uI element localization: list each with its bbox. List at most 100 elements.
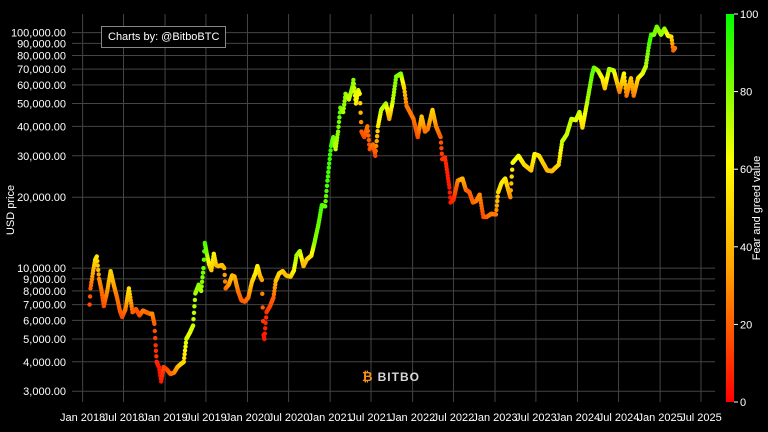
colorbar-ticks: 0 20 40 60 80 100 [734,9,758,409]
price-point [263,315,269,320]
price-point [271,292,277,297]
colorbar-tick-label: 0 [740,397,746,409]
price-point [96,267,101,273]
price-point [192,304,197,309]
price-point [182,355,187,361]
price-point [342,102,347,107]
x-tick-label: Jan 2020 [225,412,270,424]
x-tick-label: Jan 2021 [308,412,353,424]
price-point [508,195,513,200]
price-point [365,128,371,134]
y-axis-title: USD price [5,185,17,235]
price-point [438,140,444,145]
y-tick-label: 50,000.00 [17,99,66,111]
price-point [351,77,356,83]
price-point [366,133,371,138]
price-point [402,89,407,95]
price-point [182,352,187,357]
price-point [336,124,341,129]
price-point [323,199,328,204]
price-point [622,78,627,84]
y-tick-label: 4,000.00 [23,357,66,369]
price-point [192,297,198,303]
price-point [403,96,408,101]
x-tick-label: Jan 2022 [390,412,435,424]
price-point [341,109,346,115]
x-tick-label: Jul 2019 [185,412,227,424]
price-point [153,335,158,341]
x-tick-label: Jul 2020 [268,412,310,424]
price-point [272,285,277,290]
price-point [621,71,627,76]
price-point [328,148,333,153]
price-point [374,143,379,149]
price-point [262,331,267,336]
price-point [263,326,268,331]
price-point [327,161,332,166]
price-point [622,75,627,80]
price-point [670,41,675,46]
price-point [669,38,675,43]
price-point [357,91,362,97]
y-tick-label: 90,000.00 [17,38,66,50]
price-point [153,348,159,353]
price-point [260,305,265,310]
chart-credit: Charts by: @BitboBTC [101,26,227,48]
x-tick-label: Jan 2025 [637,412,682,424]
x-tick-label: Jul 2018 [103,412,145,424]
price-point [510,167,515,172]
x-tick-label: Jul 2024 [598,412,640,424]
price-point [374,138,379,144]
y-tick-label: 10,000.00 [17,263,66,275]
price-point [191,317,196,322]
price-point [337,115,342,120]
grid-lines [72,14,715,402]
price-point [199,288,204,294]
price-point [271,295,276,300]
price-point [373,153,378,158]
price-point [447,185,452,190]
price-point [263,320,268,326]
price-point [183,344,188,349]
price-point [494,207,499,213]
price-point [94,254,100,259]
price-point [623,82,628,87]
y-tick-label: 100,000.00 [11,28,66,40]
price-point [323,193,329,199]
price-point [327,156,332,162]
y-tick-label: 80,000.00 [17,50,66,62]
x-tick-label: Jul 2023 [515,412,557,424]
price-point [438,134,443,140]
y-tick-label: 5,000.00 [23,334,66,346]
x-tick-label: Jul 2022 [433,412,475,424]
price-point [323,204,328,209]
watermark-logo: ₿ BITBO [362,369,420,384]
price-point [87,294,93,299]
price-point [342,98,347,104]
colorbar-tick-label: 60 [740,164,752,176]
price-point [183,340,189,345]
colorbar-tick-label: 20 [740,319,752,331]
colorbar [726,14,734,402]
price-point [199,279,205,284]
x-tick-label: Jan 2023 [472,412,517,424]
x-tick-label: Jan 2024 [555,412,600,424]
price-point [201,257,207,262]
y-tick-label: 6,000.00 [23,315,66,327]
y-tick-label: 60,000.00 [17,80,66,92]
price-point [494,203,499,208]
y-tick-label: 20,000.00 [17,192,66,204]
y-tick-label: 9,000.00 [23,274,66,286]
price-point [200,275,205,280]
price-point [260,291,265,296]
price-point [403,99,409,105]
price-point [341,106,346,111]
price-point [199,284,204,289]
price-point [439,151,444,156]
price-point [672,45,678,51]
y-tick-label: 3,000.00 [23,386,66,398]
price-point [495,194,500,199]
price-point [352,85,357,91]
price-point [154,354,159,359]
